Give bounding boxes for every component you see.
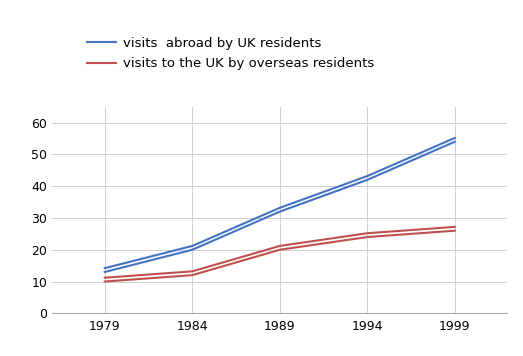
Legend: visits  abroad by UK residents, visits to the UK by overseas residents: visits abroad by UK residents, visits to… bbox=[82, 32, 379, 75]
